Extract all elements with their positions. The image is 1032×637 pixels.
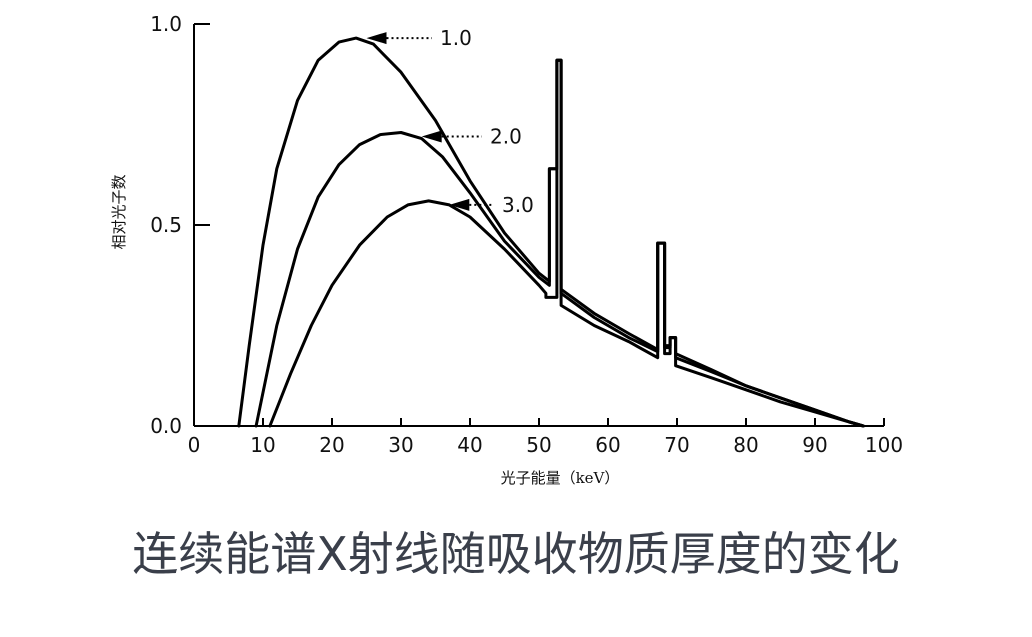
annotation-label: 2.0 [490, 125, 522, 149]
x-tick-label: 10 [250, 433, 275, 457]
series-line-1 [237, 36, 865, 428]
annotation-layer: 1.0 2.0 3.0 [366, 26, 534, 217]
series-line-3 [268, 58, 865, 428]
x-axis-title: 光子能量（keV） [501, 469, 620, 487]
series-layer [237, 36, 865, 428]
y-tick-label: 0.5 [150, 213, 182, 237]
annotation-label: 3.0 [502, 193, 534, 217]
annotation-label: 1.0 [440, 26, 472, 50]
x-tick-label: 80 [733, 433, 758, 457]
x-tick-label: 40 [457, 433, 482, 457]
y-tick-label: 1.0 [150, 12, 182, 36]
figure-caption: 连续能谱X射线随吸收物质厚度的变化 [132, 527, 900, 581]
x-tick-label: 50 [526, 433, 551, 457]
x-tick-label: 20 [319, 433, 344, 457]
annotation-arrowhead [366, 32, 387, 45]
axes [193, 24, 884, 427]
annotation-arrowhead [421, 130, 442, 143]
annotation-arrowhead [449, 198, 470, 211]
x-tick-label: 100 [865, 433, 903, 457]
x-tick-label: 0 [188, 433, 201, 457]
x-tick-label: 60 [595, 433, 620, 457]
x-ticks: 0 10 20 30 40 50 60 70 80 90 100 [188, 418, 903, 457]
y-tick-label: 0.0 [150, 414, 182, 438]
y-ticks: 0.0 0.5 1.0 [150, 12, 210, 438]
x-tick-label: 30 [388, 433, 413, 457]
x-tick-label: 70 [664, 433, 689, 457]
spectrum-chart: 0 10 20 30 40 50 60 70 80 90 100 0.0 0.5 1.0 1.0 2.0 3… [110, 12, 903, 487]
x-tick-label: 90 [802, 433, 827, 457]
y-axis-title: 相对光子数 [110, 174, 128, 249]
